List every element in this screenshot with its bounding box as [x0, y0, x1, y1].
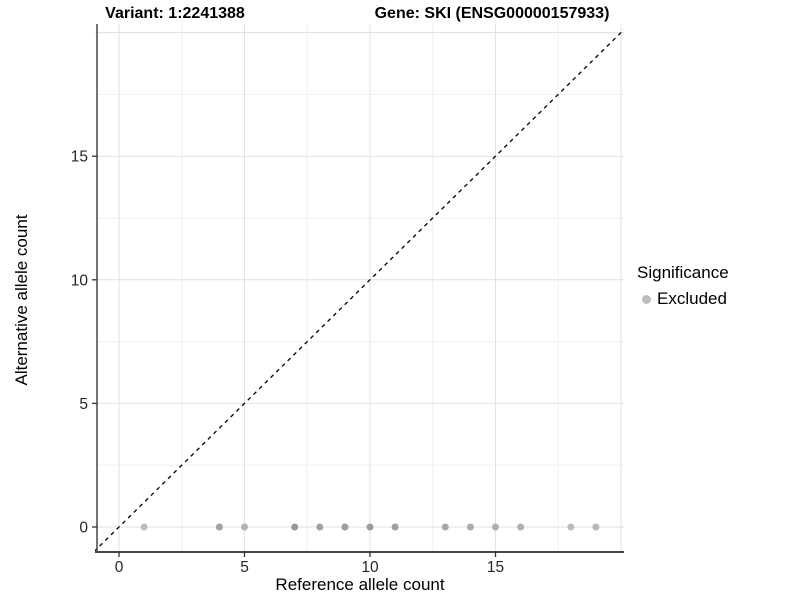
legend-item-label: Excluded — [657, 289, 727, 308]
x-tick-label: 15 — [487, 559, 504, 576]
data-point — [466, 523, 474, 531]
data-point — [441, 523, 449, 531]
data-point — [316, 523, 324, 531]
plot-title-gene: Gene: SKI (ENSG00000157933) — [374, 5, 610, 22]
identity-reference-line — [95, 28, 624, 552]
legend-title: Significance — [637, 263, 729, 282]
legend-item-excluded: Excluded — [637, 289, 729, 309]
y-tick-label: 10 — [71, 272, 89, 289]
y-tick-label: 0 — [79, 520, 88, 537]
data-point — [492, 523, 499, 531]
y-tick-label: 5 — [79, 396, 88, 413]
legend-point-icon — [642, 294, 651, 304]
data-point — [291, 523, 299, 531]
y-tick-label: 15 — [71, 149, 88, 166]
x-tick-label: 5 — [240, 559, 249, 576]
data-point — [592, 523, 600, 531]
data-point — [241, 523, 248, 531]
data-point — [366, 523, 374, 531]
y-axis-title: Alternative allele count — [12, 214, 31, 386]
data-point — [215, 523, 223, 531]
x-tick-label: 0 — [115, 559, 124, 576]
x-tick-label: 10 — [361, 559, 379, 576]
data-point — [140, 523, 148, 531]
x-axis-title: Reference allele count — [275, 575, 445, 594]
panel — [95, 24, 624, 552]
data-point — [567, 523, 575, 531]
data-point — [341, 523, 349, 531]
legend: Significance Excluded — [637, 263, 729, 309]
data-point — [517, 523, 525, 531]
data-point — [391, 523, 399, 531]
plot-title-variant: Variant: 1:2241388 — [105, 5, 245, 22]
